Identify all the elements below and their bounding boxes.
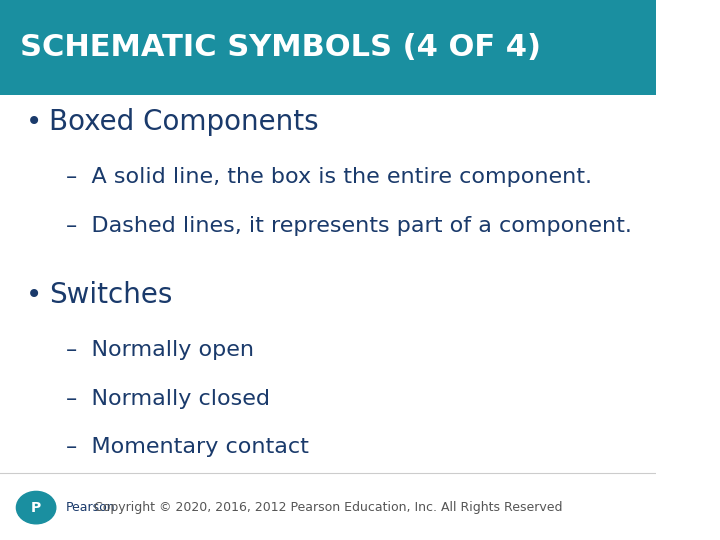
Text: •: •	[26, 281, 42, 309]
FancyBboxPatch shape	[0, 0, 657, 94]
Text: –  Momentary contact: – Momentary contact	[66, 437, 308, 457]
Text: –  Dashed lines, it represents part of a component.: – Dashed lines, it represents part of a …	[66, 216, 631, 236]
Text: Switches: Switches	[49, 281, 173, 309]
Text: Boxed Components: Boxed Components	[49, 108, 319, 136]
Text: –  Normally closed: – Normally closed	[66, 389, 269, 409]
Text: Pearson: Pearson	[66, 501, 115, 514]
Text: P: P	[31, 501, 41, 515]
Text: Copyright © 2020, 2016, 2012 Pearson Education, Inc. All Rights Reserved: Copyright © 2020, 2016, 2012 Pearson Edu…	[94, 501, 562, 514]
Text: –  Normally open: – Normally open	[66, 340, 253, 360]
Text: –  A solid line, the box is the entire component.: – A solid line, the box is the entire co…	[66, 167, 592, 187]
Text: •: •	[26, 108, 42, 136]
Circle shape	[17, 491, 55, 524]
Text: SCHEMATIC SYMBOLS (4 OF 4): SCHEMATIC SYMBOLS (4 OF 4)	[19, 33, 541, 62]
